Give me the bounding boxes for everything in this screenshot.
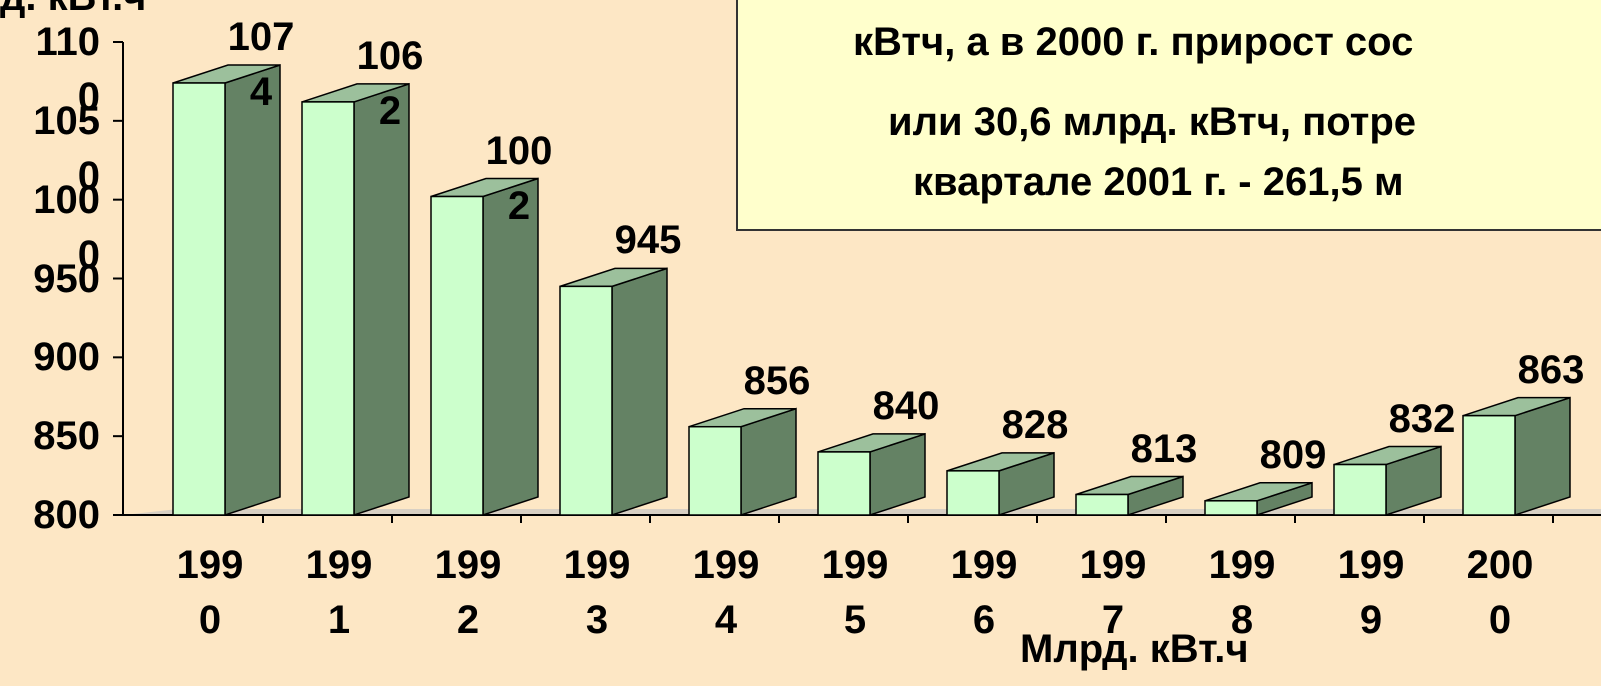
- bar-side: [1514, 396, 1571, 517]
- bar: [817, 451, 871, 516]
- y-tick-label: 1050: [33, 98, 100, 198]
- bar: [1204, 500, 1258, 516]
- x-tick-label: 1993: [563, 543, 631, 642]
- value-label: 840: [872, 383, 940, 428]
- value-label: 1062: [356, 33, 424, 133]
- y-tick-label: 850: [33, 414, 100, 459]
- bar-side: [224, 63, 281, 517]
- bar: [1075, 493, 1129, 516]
- y-axis-label: д. кВт.ч: [0, 0, 146, 25]
- y-tick-label: 950: [33, 256, 100, 301]
- x-axis-label: Млрд. кВт.ч: [1020, 627, 1249, 671]
- x-tick-label: 1991: [305, 543, 373, 642]
- bar: [172, 82, 226, 516]
- bar: [301, 101, 355, 516]
- bar: [559, 285, 613, 516]
- bar-side: [611, 267, 668, 517]
- annotation-box: кВтч, а в 2000 г. прирост сос или 30,6 м…: [736, 0, 1601, 231]
- bar: [1333, 463, 1387, 516]
- bar: [946, 470, 1000, 516]
- y-tick-label: 1100: [35, 20, 100, 119]
- x-tick-label: 1999: [1337, 543, 1405, 642]
- x-tick-label: 2000: [1466, 543, 1534, 642]
- annotation-line: кВтч, а в 2000 г. прирост сос: [853, 20, 1414, 64]
- x-tick-label: 1994: [692, 543, 760, 642]
- value-label: 813: [1130, 426, 1198, 471]
- bar-side: [353, 82, 410, 517]
- y-tick-label: 800: [33, 493, 100, 537]
- value-label: 1002: [485, 128, 553, 228]
- y-tick-label: 900: [33, 335, 100, 380]
- value-label: 856: [743, 358, 811, 403]
- bar: [688, 425, 742, 516]
- x-tick-label: 1990: [176, 543, 244, 642]
- x-tick-label: 1992: [434, 543, 502, 642]
- annotation-line: или 30,6 млрд. кВтч, потре: [888, 100, 1417, 144]
- x-tick-label: 1998: [1208, 543, 1276, 642]
- bar: [430, 195, 484, 516]
- annotation-line: квартале 2001 г. - 261,5 м: [913, 160, 1404, 204]
- value-label: 945: [614, 218, 682, 263]
- bar: [1462, 414, 1516, 516]
- value-label: 809: [1259, 432, 1327, 477]
- x-tick-label: 1996: [950, 543, 1018, 642]
- y-tick-label: 1000: [33, 177, 100, 277]
- value-label: 828: [1001, 402, 1069, 447]
- x-tick-label: 1995: [821, 543, 889, 642]
- value-label: 863: [1517, 347, 1585, 392]
- value-label: 1074: [227, 14, 295, 114]
- x-tick-label: 1997: [1079, 543, 1147, 642]
- value-label: 832: [1388, 396, 1456, 441]
